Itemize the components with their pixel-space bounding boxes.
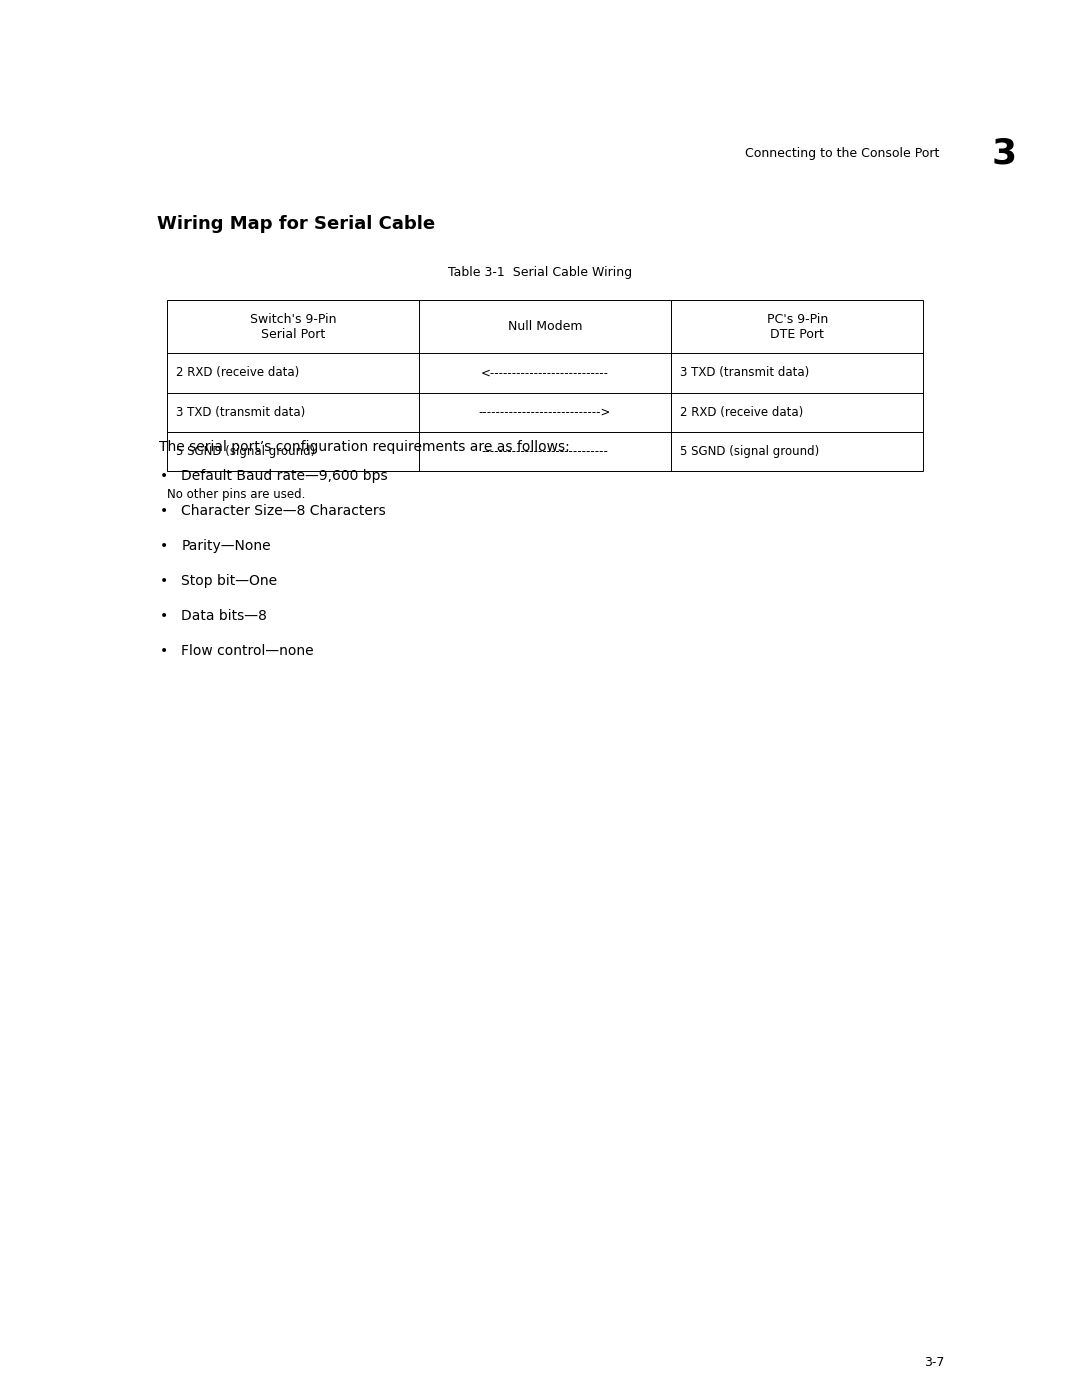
Text: •: • bbox=[160, 574, 168, 588]
Text: No other pins are used.: No other pins are used. bbox=[167, 488, 306, 500]
Text: •: • bbox=[160, 644, 168, 658]
Text: Connecting to the Console Port: Connecting to the Console Port bbox=[745, 147, 940, 161]
Text: 2 RXD (receive data): 2 RXD (receive data) bbox=[176, 366, 299, 380]
Text: •: • bbox=[160, 469, 168, 483]
Text: PC's 9-Pin
DTE Port: PC's 9-Pin DTE Port bbox=[767, 313, 827, 341]
Text: ---------------------------->: ----------------------------> bbox=[478, 405, 611, 419]
Text: Flow control—none: Flow control—none bbox=[181, 644, 314, 658]
Text: Table 3-1  Serial Cable Wiring: Table 3-1 Serial Cable Wiring bbox=[448, 265, 632, 279]
Text: 3-7: 3-7 bbox=[924, 1355, 944, 1369]
Text: 5 SGND (signal ground): 5 SGND (signal ground) bbox=[679, 444, 819, 458]
Text: Character Size—8 Characters: Character Size—8 Characters bbox=[181, 504, 387, 518]
Text: -----------------------------: ----------------------------- bbox=[482, 444, 608, 458]
Bar bbox=[167, 300, 923, 471]
Text: Data bits—8: Data bits—8 bbox=[181, 609, 268, 623]
Text: Null Modem: Null Modem bbox=[508, 320, 582, 334]
Text: •: • bbox=[160, 539, 168, 553]
Text: Default Baud rate—9,600 bps: Default Baud rate—9,600 bps bbox=[181, 469, 388, 483]
Text: Stop bit—One: Stop bit—One bbox=[181, 574, 278, 588]
Text: Parity—None: Parity—None bbox=[181, 539, 271, 553]
Text: 3 TXD (transmit data): 3 TXD (transmit data) bbox=[176, 405, 306, 419]
Text: 5 SGND (signal ground): 5 SGND (signal ground) bbox=[176, 444, 315, 458]
Text: •: • bbox=[160, 504, 168, 518]
Text: 3 TXD (transmit data): 3 TXD (transmit data) bbox=[679, 366, 809, 380]
Text: 3: 3 bbox=[991, 137, 1017, 170]
Text: Wiring Map for Serial Cable: Wiring Map for Serial Cable bbox=[157, 215, 435, 232]
Text: 2 RXD (receive data): 2 RXD (receive data) bbox=[679, 405, 802, 419]
Text: <---------------------------: <--------------------------- bbox=[481, 366, 609, 380]
Text: The serial port’s configuration requirements are as follows:: The serial port’s configuration requirem… bbox=[159, 440, 569, 454]
Text: Switch's 9-Pin
Serial Port: Switch's 9-Pin Serial Port bbox=[251, 313, 337, 341]
Text: •: • bbox=[160, 609, 168, 623]
